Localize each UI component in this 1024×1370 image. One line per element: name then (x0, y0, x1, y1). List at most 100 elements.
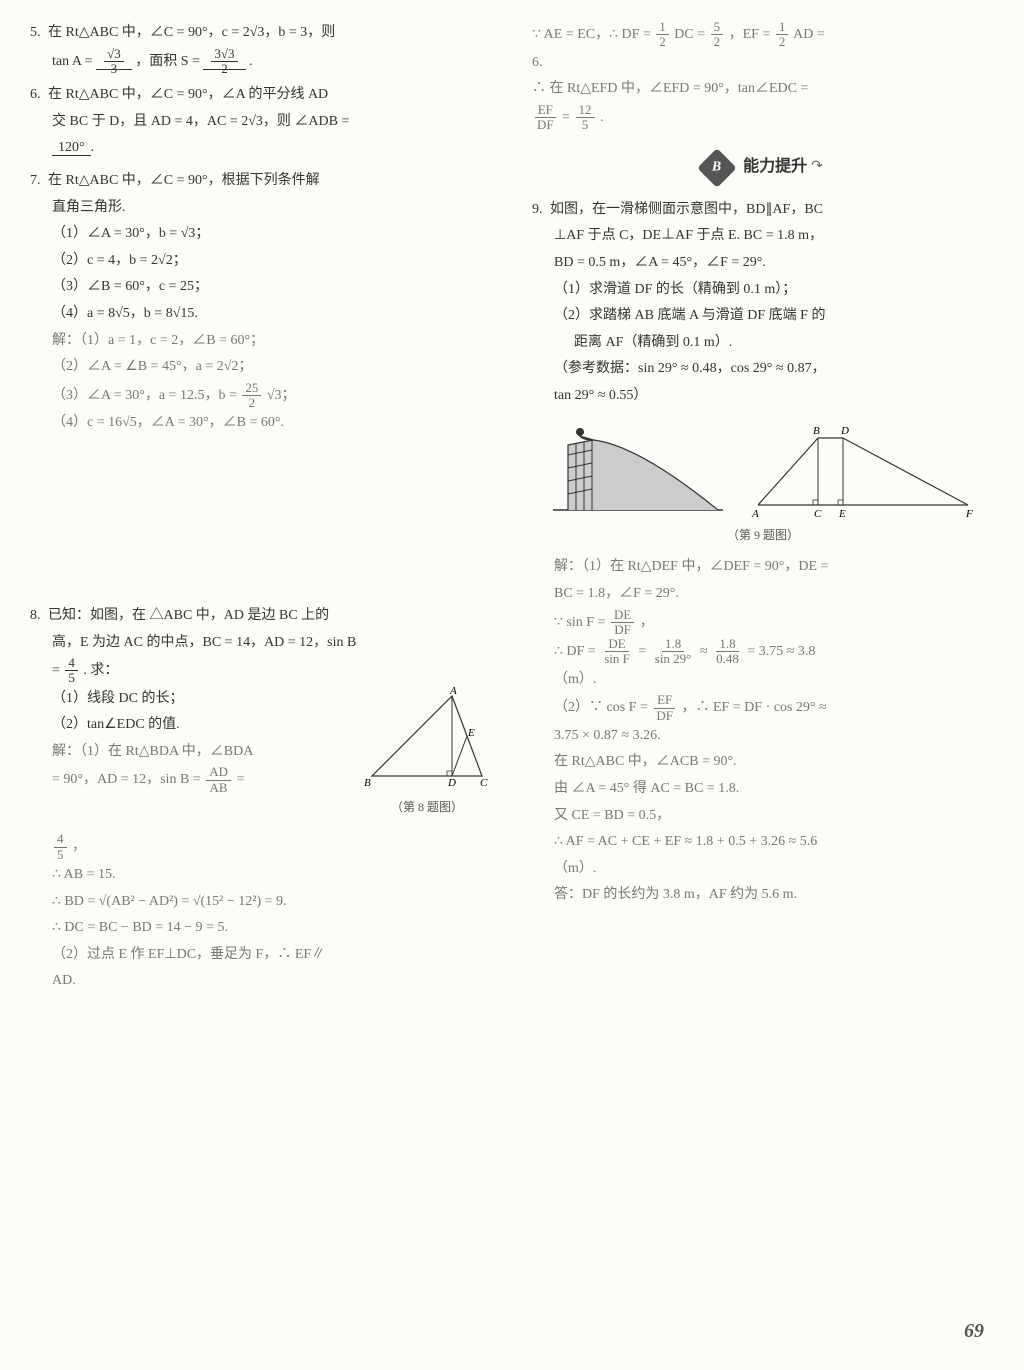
solution-text: （2）∠A = ∠B = 45°，a = 2√2； (30, 354, 492, 381)
solution-text: = 3.75 ≈ 3.8 (747, 644, 815, 659)
arrow-icon: ↷ (811, 154, 823, 181)
solution-text: ， (640, 615, 654, 630)
solution-text: ∴ AB = 15. (30, 862, 492, 889)
solution-text: ， (72, 840, 86, 855)
text: . (249, 54, 253, 69)
text: 在 Rt△ABC 中，∠C = 90°，c = 2√3，b = 3，则 (48, 25, 335, 40)
solution-text: ∴ DF = (554, 644, 596, 659)
page-content: 5.在 Rt△ABC 中，∠C = 90°，c = 2√3，b = 3，则 ta… (30, 20, 994, 1001)
text: tan 29° ≈ 0.55） (532, 383, 994, 410)
text: （3）∠B = 60°，c = 25； (30, 274, 492, 301)
solution-text: （2）∵ cos F = (554, 700, 648, 715)
text: 高，E 为边 AC 的中点，BC = 14，AD = 12，sin B (30, 630, 492, 657)
text: = (52, 663, 60, 678)
problem-9: 9.如图，在一滑梯侧面示意图中，BD∥AF，BC ⊥AF 于点 C，DE⊥AF … (532, 197, 994, 909)
svg-text:A: A (751, 508, 759, 520)
solution-text: ∴ DC = BC − BD = 14 − 9 = 5. (30, 915, 492, 942)
figure-8: A B C D E （第 8 题图） (362, 686, 492, 827)
answer-blank: √33 (96, 54, 132, 70)
problem-number: 9. (532, 197, 550, 224)
section-header: B 能力提升 ↷ (532, 152, 994, 182)
figure-caption: （第 9 题图） (532, 524, 994, 547)
text: （1）求滑道 DF 的长（精确到 0.1 m）； (532, 277, 994, 304)
problem-8: 8.已知：如图，在 △ABC 中，AD 是边 BC 上的 高，E 为边 AC 的… (30, 603, 492, 995)
svg-text:B: B (364, 777, 371, 789)
left-column: 5.在 Rt△ABC 中，∠C = 90°，c = 2√3，b = 3，则 ta… (30, 20, 492, 1001)
svg-text:F: F (965, 508, 973, 520)
solution-text: （4）c = 16√5，∠A = 30°，∠B = 60°. (30, 410, 492, 437)
section-badge-icon: B (697, 148, 737, 188)
solution-text: 3.75 × 0.87 ≈ 3.26. (532, 723, 994, 750)
problem-6: 6.在 Rt△ABC 中，∠C = 90°，∠A 的平分线 AD 交 BC 于 … (30, 82, 492, 162)
text: （参考数据：sin 29° ≈ 0.48，cos 29° ≈ 0.87， (532, 356, 994, 383)
solution-text: 又 CE = BD = 0.5， (532, 803, 994, 830)
problem-8-cont: ∵ AE = EC，∴ DF = 12 DC = 52 ，EF = 12 AD … (532, 20, 994, 132)
text: 交 BC 于 D，且 AD = 4，AC = 2√3，则 ∠ADB = (52, 114, 349, 129)
slide-illustration-icon (548, 420, 728, 520)
answer-blank: 3√32 (203, 54, 245, 70)
solution-text: ∴ 在 Rt△EFD 中，∠EFD = 90°，tan∠EDC = (532, 76, 994, 103)
geometry-diagram-icon: A B C D E F (748, 420, 978, 520)
solution-text: 答：DF 的长约为 3.8 m，AF 约为 5.6 m. (532, 882, 994, 909)
solution-text: = 90°，AD = 12，sin B = (52, 772, 201, 787)
section-title: 能力提升 (743, 152, 807, 182)
problem-5: 5.在 Rt△ABC 中，∠C = 90°，c = 2√3，b = 3，则 ta… (30, 20, 492, 76)
text: （1）∠A = 30°，b = √3； (30, 221, 492, 248)
svg-text:A: A (449, 686, 457, 697)
text: BD = 0.5 m，∠A = 45°，∠F = 29°. (532, 250, 994, 277)
text: 在 Rt△ABC 中，∠C = 90°，根据下列条件解 (48, 173, 320, 188)
text: ⊥AF 于点 C，DE⊥AF 于点 E. BC = 1.8 m， (532, 223, 994, 250)
svg-text:D: D (447, 777, 456, 789)
text: ，面积 S = (135, 54, 200, 69)
svg-text:B: B (813, 425, 820, 437)
triangle-diagram-icon: A B C D E (362, 686, 492, 796)
solution-text: ∵ AE = EC，∴ DF = (532, 27, 651, 42)
text: 在 Rt△ABC 中，∠C = 90°，∠A 的平分线 AD (48, 87, 328, 102)
svg-text:E: E (838, 508, 846, 520)
solution-text: = (638, 644, 646, 659)
solution-text: 解：（1）a = 1，c = 2，∠B = 60°； (30, 328, 492, 355)
solution-text: 6. (532, 50, 994, 77)
problem-7: 7.在 Rt△ABC 中，∠C = 90°，根据下列条件解 直角三角形. （1）… (30, 168, 492, 437)
svg-text:D: D (840, 425, 849, 437)
solution-text: （3）∠A = 30°，a = 12.5，b = (52, 388, 237, 403)
figure-caption: （第 8 题图） (362, 796, 492, 819)
solution-text: . (600, 110, 604, 125)
solution-text: √3； (267, 388, 296, 403)
solution-text: = (562, 110, 570, 125)
solution-text: BC = 1.8，∠F = 29°. (532, 581, 994, 608)
solution-text: DC = (674, 27, 705, 42)
solution-text: 解：（1）在 Rt△DEF 中，∠DEF = 90°，DE = (532, 554, 994, 581)
solution-text: AD. (30, 968, 492, 995)
solution-text: （m）. (532, 856, 994, 883)
answer-blank: 120° (52, 140, 91, 156)
page-number: 69 (964, 1312, 984, 1350)
figure-9: A B C D E F (532, 420, 994, 520)
solution-text: （2）过点 E 作 EF⊥DC，垂足为 F，∴ EF∥ (30, 942, 492, 969)
solution-text: ∴ AF = AC + CE + EF ≈ 1.8 + 0.5 + 3.26 ≈… (532, 829, 994, 856)
text: （2）求踏梯 AB 底端 A 与滑道 DF 底端 F 的 (532, 303, 994, 330)
text: tan A = (52, 54, 93, 69)
solution-text: 由 ∠A = 45° 得 AC = BC = 1.8. (532, 776, 994, 803)
solution-text: （m）. (532, 667, 994, 694)
svg-text:C: C (480, 777, 488, 789)
problem-number: 6. (30, 82, 48, 109)
solution-text: AD = (793, 27, 825, 42)
solution-text: ∵ sin F = (554, 615, 605, 630)
right-column: ∵ AE = EC，∴ DF = 12 DC = 52 ，EF = 12 AD … (532, 20, 994, 1001)
solution-text: ≈ (700, 644, 708, 659)
solution-text: ∴ BD = √(AB² − AD²) = √(15² − 12²) = 9. (30, 889, 492, 916)
solution-text: = (236, 772, 244, 787)
problem-number: 5. (30, 20, 48, 47)
text: 如图，在一滑梯侧面示意图中，BD∥AF，BC (550, 202, 823, 217)
solution-text: ，∴ EF = DF · cos 29° ≈ (681, 700, 826, 715)
text: . (91, 140, 95, 155)
svg-text:C: C (814, 508, 822, 520)
problem-number: 8. (30, 603, 48, 630)
solution-text: ，EF = (729, 27, 771, 42)
text: 直角三角形. (30, 195, 492, 222)
text: （2）c = 4，b = 2√2； (30, 248, 492, 275)
svg-text:E: E (467, 727, 475, 739)
text: . 求： (83, 663, 118, 678)
problem-number: 7. (30, 168, 48, 195)
